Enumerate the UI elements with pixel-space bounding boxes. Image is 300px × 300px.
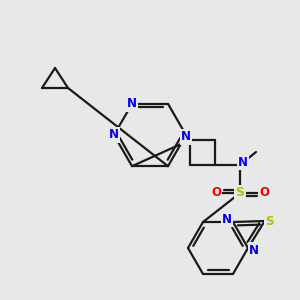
Text: S: S	[236, 187, 244, 200]
Text: N: N	[109, 128, 119, 142]
Text: O: O	[211, 187, 221, 200]
Text: N: N	[127, 97, 137, 110]
Text: O: O	[259, 187, 269, 200]
Text: N: N	[238, 155, 248, 169]
Text: N: N	[181, 130, 191, 143]
Text: S: S	[266, 214, 274, 227]
Text: N: N	[222, 212, 232, 226]
Text: N: N	[249, 244, 259, 256]
